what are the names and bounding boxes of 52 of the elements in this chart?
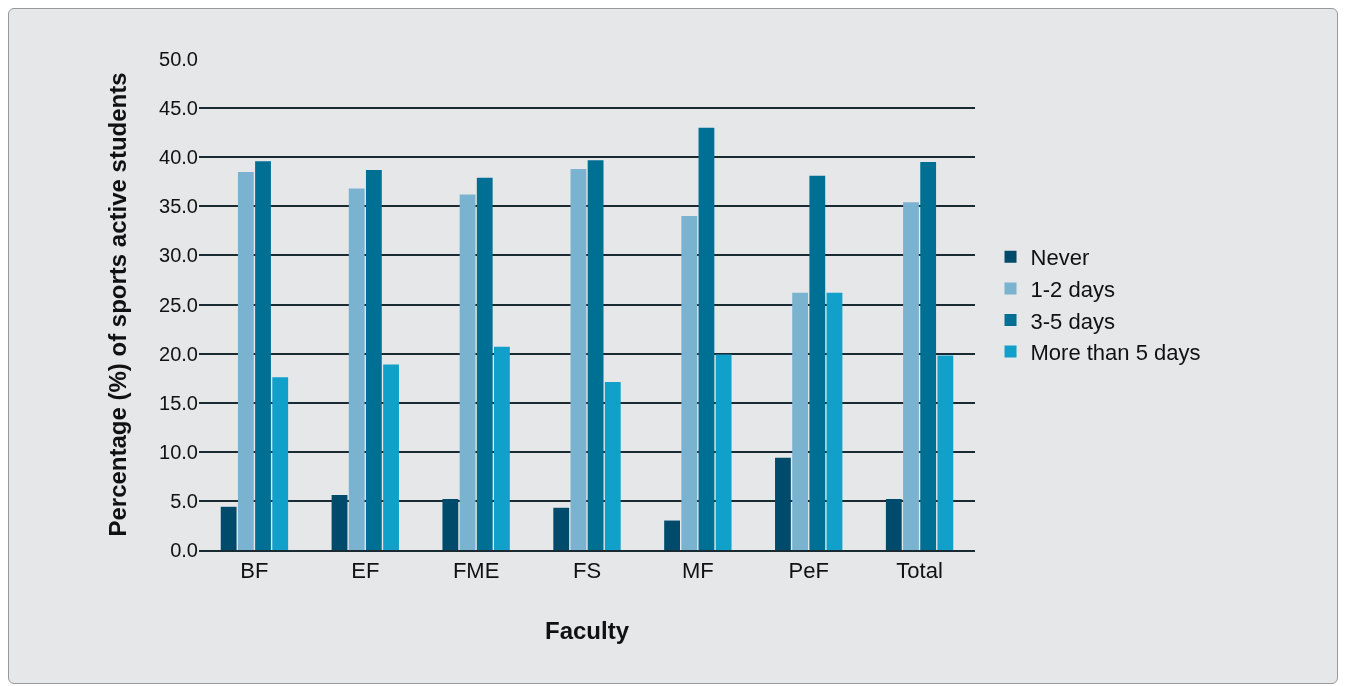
bar <box>255 161 271 550</box>
bar <box>220 506 237 550</box>
bar <box>920 162 937 550</box>
bar <box>903 202 919 550</box>
bar <box>459 194 476 550</box>
legend-label: Never <box>1030 245 1090 271</box>
bar <box>715 354 732 550</box>
bar <box>442 498 459 550</box>
bar <box>885 498 902 550</box>
bar <box>553 507 570 550</box>
bar <box>792 292 809 550</box>
bar <box>383 364 399 550</box>
y-tick-label: 0.0 <box>170 539 198 561</box>
bar <box>331 495 348 550</box>
y-tick-label: 20.0 <box>159 342 198 365</box>
bar <box>348 188 365 550</box>
bar <box>494 346 510 550</box>
bar <box>681 216 698 550</box>
y-tick-label: 45.0 <box>159 97 198 120</box>
bar <box>476 177 493 550</box>
x-tick-label: FME <box>452 558 500 584</box>
x-tick-label: MF <box>681 558 714 584</box>
bar <box>365 169 382 550</box>
x-tick-label: Total <box>896 558 943 584</box>
y-tick-label: 50.0 <box>159 48 198 70</box>
x-axis-title: Faculty <box>544 617 630 645</box>
bar <box>937 355 954 550</box>
bar <box>698 127 715 550</box>
x-tick-label: FS <box>572 558 602 584</box>
x-tick-label: BF <box>240 558 269 584</box>
y-tick-label: 40.0 <box>159 146 198 169</box>
y-axis-title: Percentage (%) of sports active students <box>104 72 132 537</box>
bar <box>826 292 843 550</box>
y-tick-label: 10.0 <box>159 440 198 463</box>
x-tick-label: PeF <box>788 558 829 584</box>
bar <box>272 377 289 550</box>
legend-label: 3-5 days <box>1030 308 1115 334</box>
x-tick-label: EF <box>351 558 380 584</box>
y-tick-label: 5.0 <box>170 489 198 512</box>
legend-label: More than 5 days <box>1030 340 1201 366</box>
bar <box>570 168 587 550</box>
legend-label: 1-2 days <box>1030 276 1115 302</box>
y-tick-label: 30.0 <box>159 244 198 267</box>
bar <box>604 382 621 550</box>
bar <box>587 160 604 550</box>
y-tick-label: 35.0 <box>159 195 198 218</box>
bar <box>809 175 826 550</box>
bar <box>664 520 680 550</box>
bar <box>237 171 254 550</box>
bar <box>775 457 791 550</box>
y-tick-label: 15.0 <box>159 391 198 414</box>
y-tick-label: 25.0 <box>159 293 198 316</box>
